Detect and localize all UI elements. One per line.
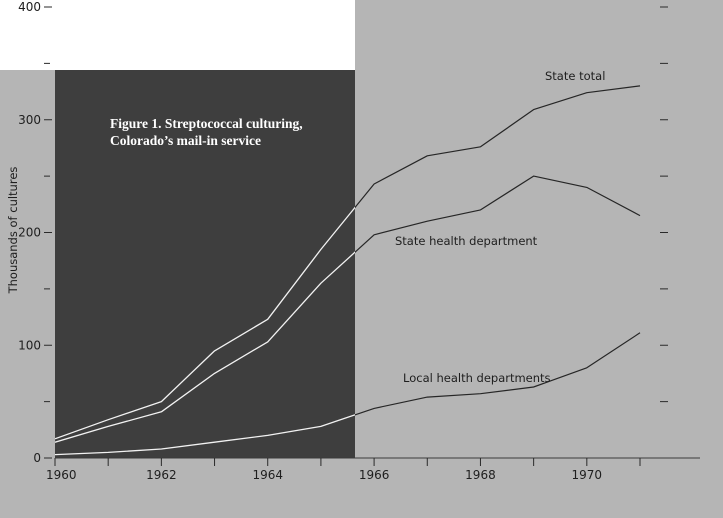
y-axis-title: Thousands of cultures bbox=[6, 167, 20, 295]
series-line-state-total-dark-part bbox=[55, 206, 355, 440]
y-tick-label-200: 200 bbox=[18, 226, 41, 240]
y-tick-label-100: 100 bbox=[18, 338, 41, 352]
y-tick-label-400: 400 bbox=[18, 0, 41, 14]
dark-background-panel bbox=[55, 70, 355, 458]
series-line-local-health-departments-light-part bbox=[355, 332, 641, 416]
series-line-state-health-department-light-part bbox=[355, 175, 641, 253]
light-background-panel bbox=[355, 0, 723, 518]
y-tick-label-0: 0 bbox=[33, 451, 41, 465]
series-line-local-health-departments-dark-part bbox=[55, 414, 355, 456]
x-tick-label-1964: 1964 bbox=[252, 468, 283, 482]
x-axis: 1960 1962 1964 1966 1968 1970 bbox=[46, 458, 641, 482]
x-tick-label-1962: 1962 bbox=[146, 468, 177, 482]
x-tick-label-1968: 1968 bbox=[465, 468, 496, 482]
x-tick-label-1966: 1966 bbox=[359, 468, 390, 482]
series-line-state-total-light-part bbox=[355, 85, 641, 209]
light-left-band bbox=[0, 70, 55, 458]
figure-title-line-2: Colorado’s mail-in service bbox=[110, 133, 261, 148]
series-label-state-total: State total bbox=[545, 69, 605, 83]
x-tick-label-1960: 1960 bbox=[46, 468, 77, 482]
x-tick-label-1970: 1970 bbox=[572, 468, 603, 482]
series-line-state-health-department-dark-part bbox=[55, 251, 355, 443]
light-bottom-band bbox=[0, 458, 355, 518]
series-label-local-health-departments: Local health departments bbox=[403, 371, 551, 385]
right-tick-marks bbox=[660, 6, 668, 403]
figure-title-line-1: Figure 1. Streptococcal culturing, bbox=[110, 116, 303, 131]
series-label-state-health-department: State health department bbox=[395, 234, 538, 248]
y-tick-label-300: 300 bbox=[18, 113, 41, 127]
series-lines bbox=[55, 85, 641, 456]
y-axis: 0 100 200 300 400 bbox=[18, 0, 52, 465]
